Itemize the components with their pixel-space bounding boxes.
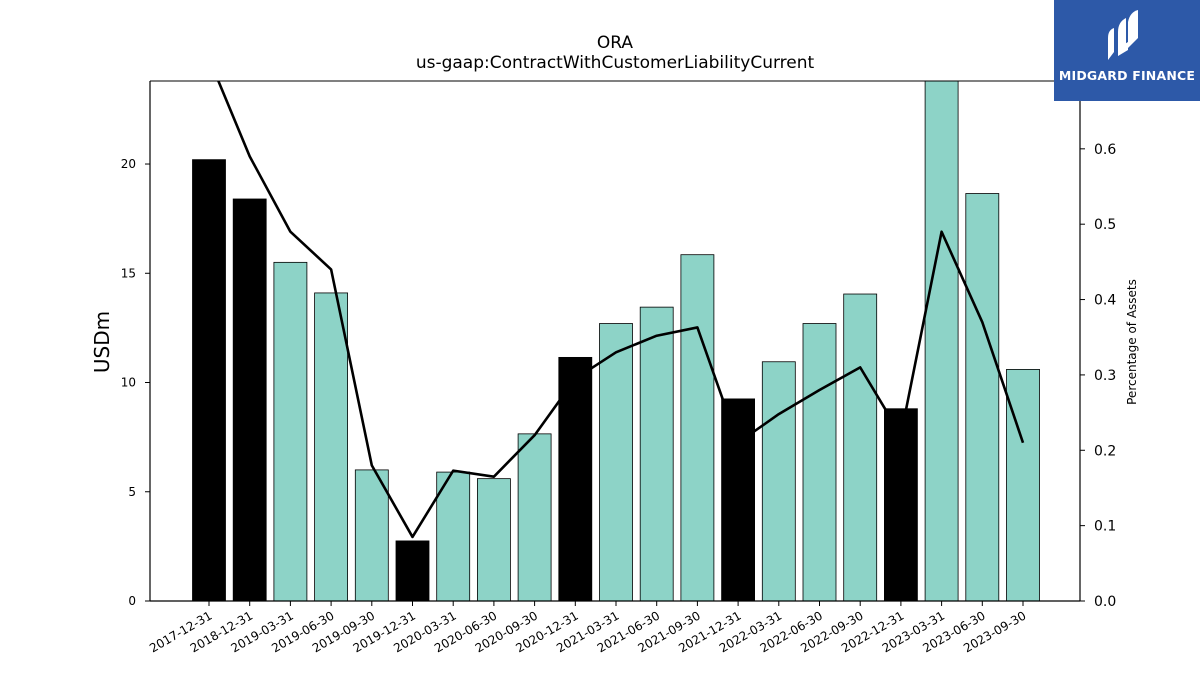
bar (884, 408, 918, 601)
bar (843, 293, 878, 601)
bar (1006, 369, 1040, 601)
midgard-logo-icon (1108, 10, 1138, 60)
bar (802, 323, 837, 601)
y-tick-label: 15 (121, 266, 136, 280)
bar (273, 261, 308, 601)
y2-tick-label: 0.2 (1094, 443, 1116, 459)
y-axis-label-left: USDm (90, 311, 114, 373)
line-layer (216, 81, 1025, 539)
bar (761, 361, 796, 601)
axes-layer: 051015200.00.10.20.30.40.50.62017-12-312… (121, 80, 1116, 655)
y-axis-label-right: Percentage of Assets (1125, 279, 1139, 405)
y2-tick-label: 0.6 (1094, 142, 1116, 158)
bar (558, 356, 593, 601)
chart-subtitle: us-gaap:ContractWithCustomerLiabilityCur… (416, 53, 815, 73)
chart-title: ORA (597, 33, 634, 53)
bar (395, 540, 430, 601)
bar (476, 478, 511, 601)
y2-tick-label: 0.4 (1094, 293, 1116, 309)
bar (436, 471, 471, 601)
y-tick-label: 10 (121, 376, 136, 390)
bar (354, 469, 389, 601)
bar (965, 193, 1000, 601)
bar (599, 323, 633, 601)
bar (639, 306, 674, 601)
y2-tick-label: 0.1 (1094, 519, 1116, 535)
y-tick-label: 5 (128, 485, 136, 499)
y2-tick-label: 0.3 (1094, 368, 1116, 384)
y-tick-label: 20 (121, 157, 136, 171)
y2-tick-label: 0.5 (1094, 217, 1116, 233)
bar (314, 292, 349, 601)
bar (517, 433, 552, 601)
brand-logo: MIDGARD FINANCE (1054, 0, 1200, 101)
bars-layer (192, 81, 1040, 601)
logo-text: MIDGARD FINANCE (1058, 68, 1196, 83)
y2-tick-label: 0.0 (1094, 594, 1116, 610)
bar (680, 254, 715, 601)
bar (232, 198, 267, 601)
bar (192, 159, 226, 601)
bar (721, 398, 755, 601)
series-line (216, 81, 1025, 539)
bar (924, 81, 959, 601)
y-tick-label: 0 (128, 594, 136, 608)
